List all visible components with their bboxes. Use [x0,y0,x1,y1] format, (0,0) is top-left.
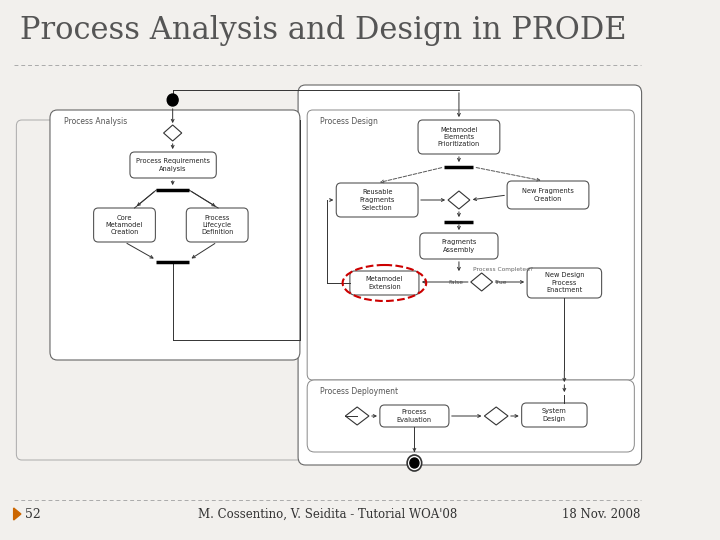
Polygon shape [448,191,470,209]
Text: Process
Lifecycle
Definition: Process Lifecycle Definition [201,214,233,235]
Polygon shape [346,407,369,425]
FancyBboxPatch shape [186,208,248,242]
Text: Process Completed?: Process Completed? [472,267,533,272]
FancyBboxPatch shape [418,120,500,154]
Text: Process Deployment: Process Deployment [320,387,398,396]
FancyBboxPatch shape [307,110,634,380]
Text: Process Requirements
Analysis: Process Requirements Analysis [135,158,210,172]
Text: New Design
Process
Enactment: New Design Process Enactment [544,273,584,294]
Text: Metamodel
Extension: Metamodel Extension [366,276,403,290]
Polygon shape [14,508,21,520]
Text: True: True [495,280,507,285]
Text: Process Analysis: Process Analysis [63,117,127,126]
FancyBboxPatch shape [527,268,602,298]
Text: 52: 52 [25,508,41,521]
Circle shape [407,455,422,471]
Text: False: False [449,280,464,285]
FancyBboxPatch shape [50,110,300,360]
Polygon shape [485,407,508,425]
Text: Core
Metamodel
Creation: Core Metamodel Creation [106,214,143,235]
Text: Process Analysis and Design in PRODE: Process Analysis and Design in PRODE [20,15,626,46]
FancyBboxPatch shape [94,208,156,242]
FancyBboxPatch shape [17,120,307,460]
Text: Process
Evaluation: Process Evaluation [397,409,432,423]
Circle shape [167,94,178,106]
Polygon shape [163,125,181,141]
Circle shape [410,458,419,468]
Polygon shape [471,273,492,291]
Text: Fragments
Assembly: Fragments Assembly [441,239,477,253]
FancyBboxPatch shape [336,183,418,217]
FancyBboxPatch shape [350,271,419,295]
Text: New Fragments
Creation: New Fragments Creation [522,188,574,202]
FancyBboxPatch shape [307,380,634,452]
FancyBboxPatch shape [420,233,498,259]
Text: System
Design: System Design [542,408,567,422]
FancyBboxPatch shape [130,152,216,178]
FancyBboxPatch shape [380,405,449,427]
Text: M. Cossentino, V. Seidita - Tutorial WOA'08: M. Cossentino, V. Seidita - Tutorial WOA… [197,508,456,521]
Text: Process Design: Process Design [320,117,378,126]
FancyBboxPatch shape [298,85,642,465]
Text: Reusable
Fragments
Selection: Reusable Fragments Selection [359,190,395,211]
FancyBboxPatch shape [522,403,587,427]
Text: Metamodel
Elements
Prioritization: Metamodel Elements Prioritization [438,126,480,147]
FancyBboxPatch shape [507,181,589,209]
Text: 18 Nov. 2008: 18 Nov. 2008 [562,508,641,521]
